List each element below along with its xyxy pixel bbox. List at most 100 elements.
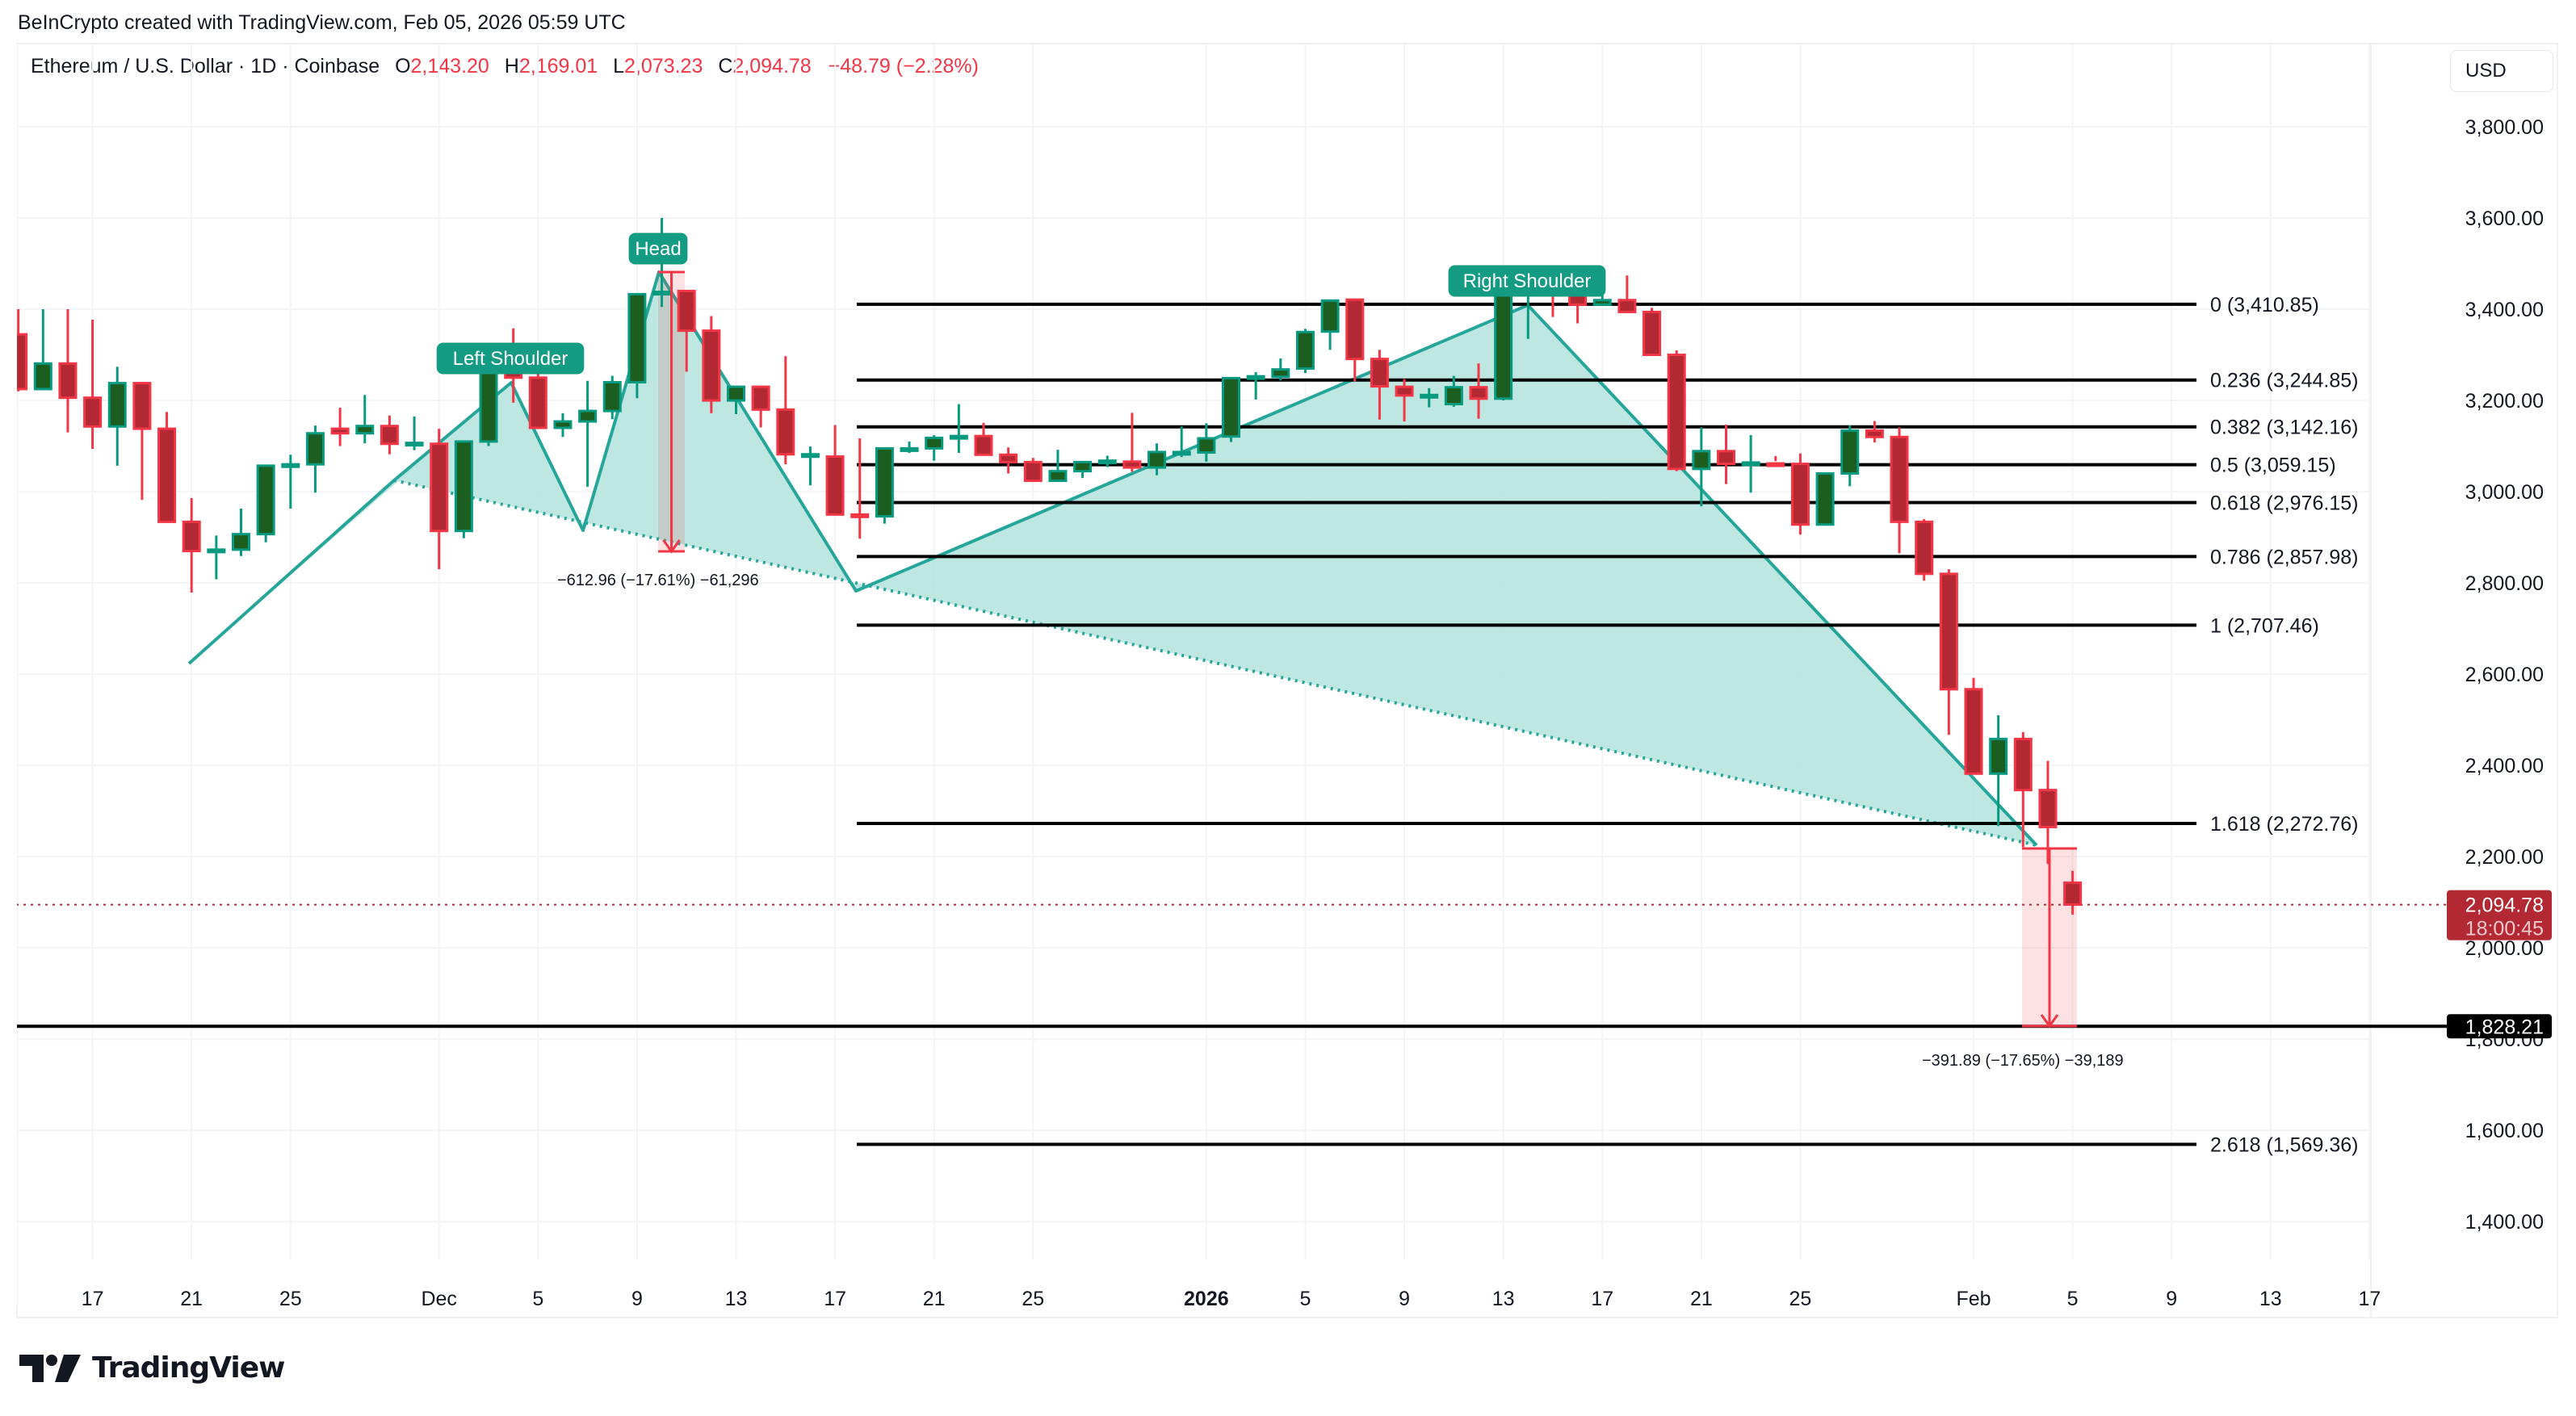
candle-down [1370,350,1389,420]
time-tick-label: 21 [923,1288,946,1310]
candle-down [999,447,1018,474]
candle-down [2038,760,2058,865]
fib-label-1-618: 1.618 (2,272.76) [2210,813,2358,836]
candle-up [949,404,968,454]
candle-up [602,375,622,420]
price-tick-label: 2,000.00 [2465,937,2544,960]
candle-body [800,453,820,459]
candle-body [454,440,473,533]
time-tick-label: 17 [82,1288,104,1310]
fib-label-0-382: 0.382 (3,142.16) [2210,417,2358,439]
price-tick-label: 2,400.00 [2465,755,2544,777]
candle-up [405,416,424,450]
tradingview-logo[interactable]: TradingView [19,1351,285,1385]
price-tick-label: 3,400.00 [2465,299,2544,321]
candle-up [1815,471,1835,526]
candle-body [380,425,399,446]
candle-up [1840,425,1860,487]
time-tick-label: 21 [1690,1288,1713,1310]
pattern-label-right-shoulder[interactable]: Right Shoulder [1448,265,1606,297]
candle-body [1989,737,2008,775]
candle-up [1097,455,1117,467]
candle-body [1073,460,1093,473]
candle-body [330,427,350,435]
candle-body [58,362,78,400]
time-tick-label: 5 [532,1288,543,1310]
candle-down [1667,350,1686,471]
time-tick-label: 2026 [1184,1288,1229,1310]
candle-up [800,446,820,486]
candle-body [727,385,745,402]
candle-up [1295,329,1315,374]
fib-label-0: 0 (3,410.85) [2210,294,2319,316]
candle-body [578,409,598,423]
candle-down [1469,363,1488,419]
candle-body [627,292,647,383]
candle-body [1964,688,1983,775]
candlesticks [0,44,2083,1304]
candle-up [454,440,473,538]
tradingview-logo-icon [19,1354,81,1382]
pattern-label-text: Head [635,238,681,260]
pattern-label-head[interactable]: Head [628,233,688,265]
grid-lines [18,44,2372,1318]
currency-button[interactable]: USD [2450,50,2553,92]
pattern-labels[interactable]: Left Shoulder Head Right Shoulder [436,233,1606,375]
candle-body [1865,429,1884,438]
candle-down [1395,379,1414,422]
candle-down [1790,453,1810,535]
candle-down [182,497,201,593]
candle-body [850,513,870,518]
pattern-label-left-shoulder[interactable]: Left Shoulder [436,342,585,375]
candle-body [1444,386,1463,406]
candle-up [727,385,745,415]
candle-up [1592,295,1612,306]
candle-body [1717,450,1735,466]
candle-up [553,413,573,438]
price-tick-label: 1,600.00 [2465,1120,2544,1142]
candle-body [1667,354,1686,471]
candle-down [330,408,350,446]
horizontal-levels[interactable] [16,903,2447,1028]
time-tick-label: 13 [1492,1288,1515,1310]
fib-label-1: 1 (2,707.46) [2210,614,2319,637]
high-key: H [504,55,519,78]
candle-body [652,291,672,296]
candle-body [1246,375,1265,380]
symbol-title[interactable]: Ethereum / U.S. Dollar · 1D · Coinbase [31,55,380,78]
candle-up [1246,372,1265,400]
candle-body [1617,299,1637,313]
candle-body [1048,470,1068,483]
candle-body [1295,330,1315,371]
candle-body [925,436,944,450]
candle-up [578,380,598,487]
candle-body [405,442,424,447]
candle-up [900,441,919,454]
time-tick-label: Dec [421,1288,456,1310]
candle-body [1592,299,1612,306]
candle-body [107,382,127,428]
candle-body [305,432,325,466]
time-tick-label: 9 [2166,1288,2177,1310]
measure-arrows[interactable]: −612.96 (−17.61%) −61,296 −391.89 (−17.65… [557,270,2124,1070]
candle-body [528,376,548,429]
candle-up [1444,375,1463,407]
candle-down [2063,870,2083,915]
time-tick-label: 25 [279,1288,302,1310]
candle-up [1741,435,1760,493]
high-value: 2,169.01 [518,55,598,78]
pattern-label-bg [628,233,688,265]
price-axis[interactable]: 3,800.00 3,600.00 3,400.00 3,200.00 3,000.00… [2465,116,2544,1234]
time-tick-label: 25 [1022,1288,1044,1310]
candle-up [1147,443,1167,475]
chart-credit: BeInCrypto created with TradingView.com,… [18,11,626,34]
current-price-value: 2,094.78 [2465,894,2544,917]
candle-body [1147,450,1167,469]
fib-label-2-618: 2.618 (1,569.36) [2210,1134,2358,1157]
fib-label-0-5: 0.5 (3,059.15) [2210,455,2336,477]
candle-body [1915,520,1934,576]
time-axis[interactable]: 17 21 25 Dec 5 9 13 17 21 25 2026 5 9 13 17 21 25 Feb 5 9 13… [82,1288,2381,1310]
time-tick-label: 5 [2067,1288,2079,1310]
candle-up [281,455,300,509]
